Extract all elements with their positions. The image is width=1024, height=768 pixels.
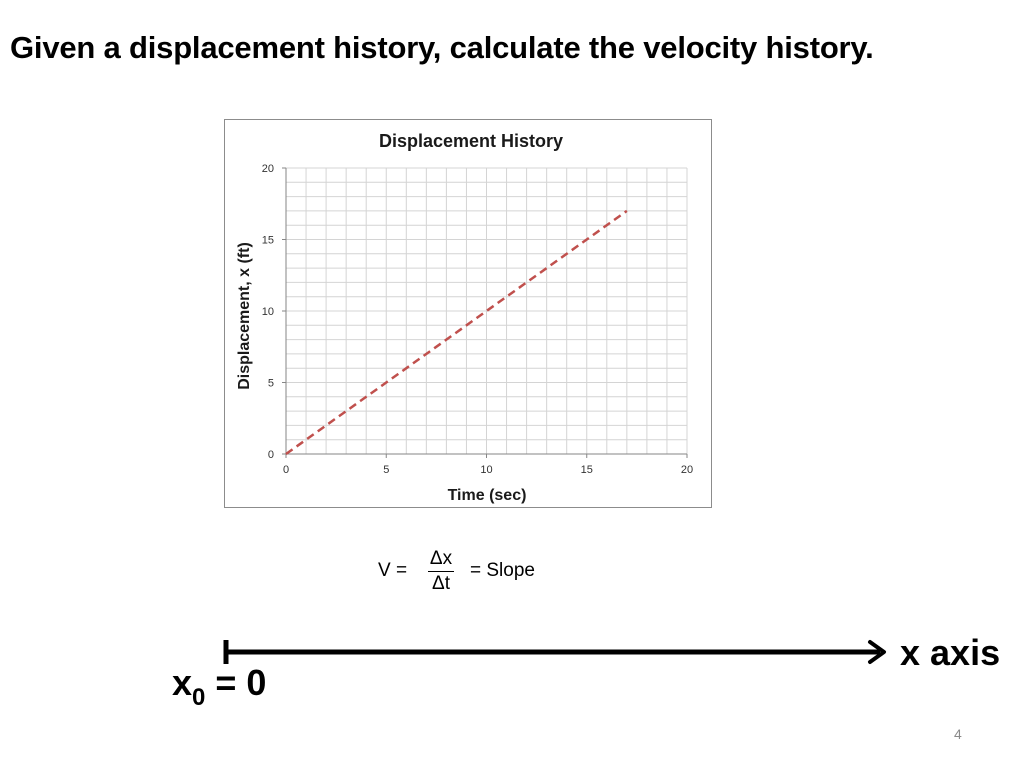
y-tick-label: 10 xyxy=(262,306,274,318)
x-tick-label: 20 xyxy=(681,464,693,476)
chart-title: Displacement History xyxy=(379,131,563,151)
y-tick-label: 0 xyxy=(268,449,274,461)
page-number: 4 xyxy=(954,726,962,742)
formula-fraction: Δx Δt xyxy=(428,548,454,595)
formula-denominator: Δt xyxy=(432,573,450,594)
x-tick-label: 15 xyxy=(581,464,593,476)
y-tick-label: 15 xyxy=(262,235,274,247)
x-tick-label: 5 xyxy=(383,464,389,476)
formula-numerator: Δx xyxy=(429,548,453,569)
x-axis-label: x axis xyxy=(900,632,1001,673)
arrow-head-icon xyxy=(868,640,886,664)
formula-lhs: V = xyxy=(378,560,408,581)
displacement-chart: Displacement History Time (sec) Displace… xyxy=(224,119,712,508)
origin-value: = 0 xyxy=(215,662,267,703)
chart-x-axis-label: Time (sec) xyxy=(448,487,527,504)
origin-label: x0 = 0 xyxy=(172,662,267,711)
x-tick-label: 10 xyxy=(480,464,492,476)
origin-subscript: 0 xyxy=(192,684,206,711)
x-tick-label: 0 xyxy=(283,464,289,476)
y-tick-label: 5 xyxy=(268,378,274,390)
slide-title: Given a displacement history, calculate … xyxy=(10,30,874,65)
chart-y-axis-label: Displacement, x (ft) xyxy=(236,242,253,390)
formula-rhs: = Slope xyxy=(470,560,535,581)
x-axis-arrow xyxy=(223,640,886,664)
fraction-bar xyxy=(428,571,454,572)
chart-svg: Displacement History Time (sec) Displace… xyxy=(236,131,693,504)
origin-var: x xyxy=(172,662,193,703)
y-tick-label: 20 xyxy=(262,163,274,175)
series-line xyxy=(285,209,628,456)
